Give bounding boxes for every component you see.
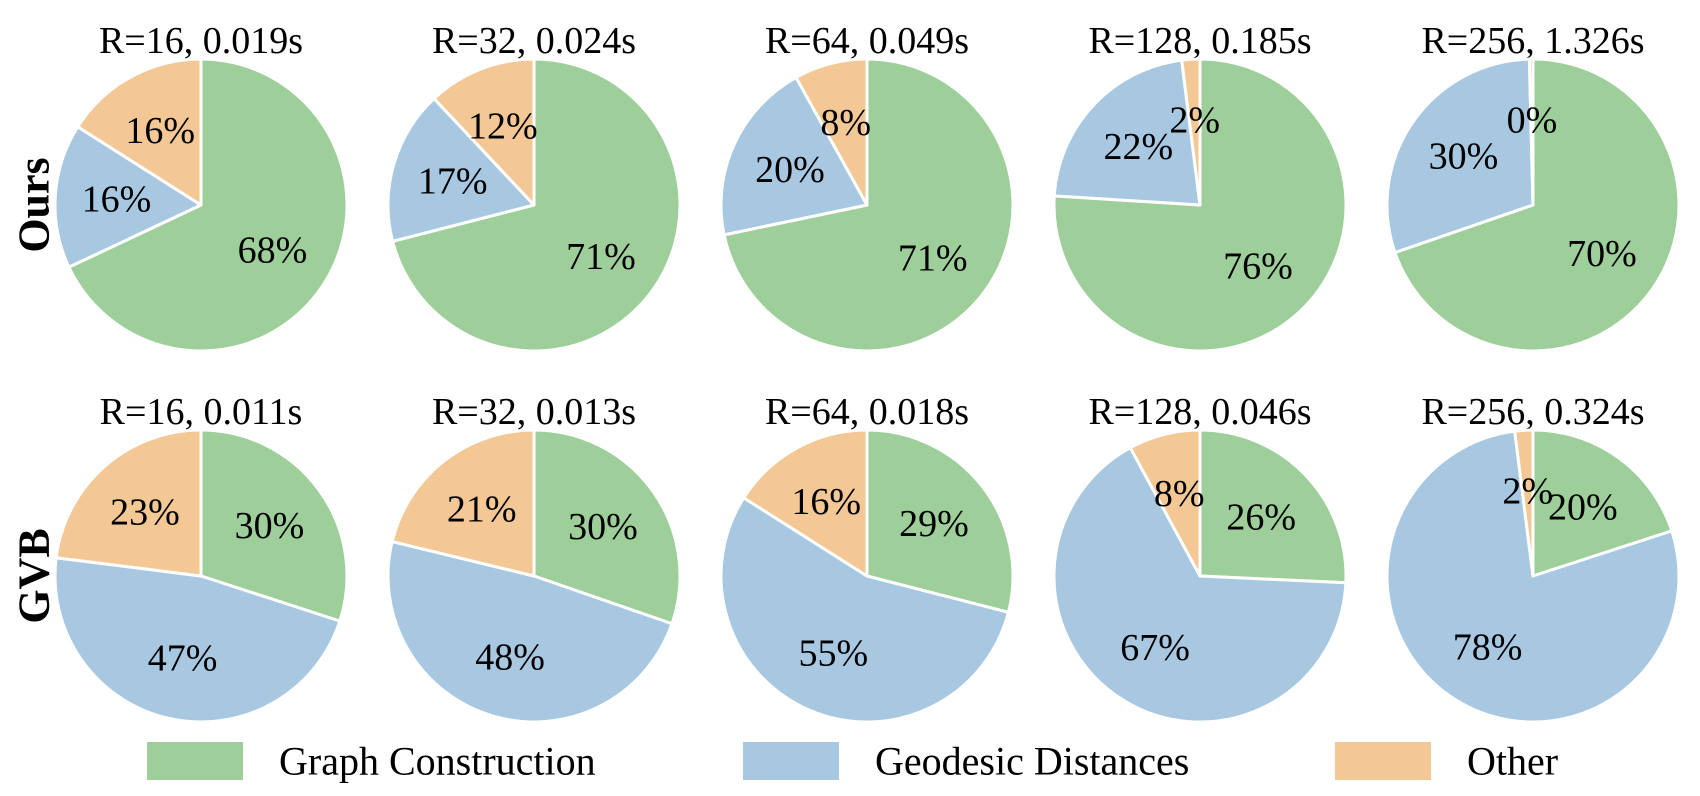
pie-gvb-2: R=32, 0.013s 30% 48% 21% (386, 391, 682, 724)
slice-label-other: 2% (1502, 470, 1553, 512)
slice-label-other: 16% (125, 110, 195, 152)
slice-label-other: 16% (791, 481, 861, 523)
pie-ours-3: R=64, 0.049s 71% 20% 8% (719, 20, 1015, 353)
slice-graph-construction (199, 428, 349, 623)
slice-label-other: 2% (1169, 99, 1220, 141)
slice-graph-construction (391, 57, 682, 353)
slice-other (1527, 57, 1535, 207)
slice-graph-construction (1198, 428, 1348, 585)
slice-label-graph-construction: 29% (899, 503, 969, 545)
slice-label-graph-construction: 71% (898, 237, 968, 279)
pie-gvb-1: R=16, 0.011s 30% 47% 23% (53, 391, 349, 724)
slice-graph-construction (532, 428, 682, 626)
slice-label-graph-construction: 76% (1223, 246, 1293, 288)
legend-label-graph-construction: Graph Construction (279, 739, 596, 784)
slice-label-other: 12% (468, 105, 538, 147)
pie-gvb-3: R=64, 0.018s 29% 55% 16% (719, 391, 1015, 724)
pie-ours-4: R=128, 0.185s 76% 22%2% (1052, 20, 1348, 353)
slice-label-other: 0% (1507, 99, 1558, 141)
legend-swatch-graph-construction (147, 742, 243, 780)
slice-label-geodesic-distances: 16% (82, 179, 152, 221)
slice-label-graph-construction: 30% (568, 506, 638, 548)
slice-graph-construction (865, 428, 1015, 614)
slice-geodesic-distances (719, 75, 869, 237)
slice-geodesic-distances (386, 97, 536, 243)
slice-geodesic-distances (1052, 58, 1202, 207)
legend-label-geodesic-distances: Geodesic Distances (875, 739, 1189, 784)
pie-title: R=128, 0.185s (1088, 20, 1311, 62)
slice-label-other: 8% (820, 102, 871, 144)
row-label-gvb: GVB (10, 528, 59, 623)
slice-label-geodesic-distances: 30% (1429, 136, 1499, 178)
slice-label-geodesic-distances: 67% (1120, 627, 1190, 669)
slice-label-geodesic-distances: 78% (1453, 627, 1523, 669)
legend-swatch-geodesic-distances (743, 742, 839, 780)
pie-title: R=128, 0.046s (1088, 391, 1311, 433)
slice-geodesic-distances (53, 556, 342, 724)
slice-graph-construction (67, 57, 349, 353)
pie-title: R=64, 0.049s (765, 20, 969, 62)
pie-gvb-5: R=256, 0.324s 20% 78% 2% (1385, 391, 1681, 724)
legend: Graph Construction Geodesic Distances Othe… (147, 739, 1558, 784)
legend-label-other: Other (1467, 739, 1558, 784)
slice-label-other: 21% (447, 488, 517, 530)
slice-label-geodesic-distances: 20% (755, 149, 825, 191)
legend-swatch-other (1335, 742, 1431, 780)
pie-title: R=256, 0.324s (1421, 391, 1644, 433)
slice-other (742, 428, 869, 578)
pie-ours-2: R=32, 0.024s 71% 17% 12% (386, 20, 682, 353)
slice-geodesic-distances (53, 125, 203, 269)
pie-title: R=256, 1.326s (1421, 20, 1644, 62)
slice-label-graph-construction: 20% (1548, 486, 1618, 528)
slice-other (432, 57, 536, 207)
slice-other (1180, 57, 1202, 207)
slice-label-graph-construction: 71% (566, 236, 636, 278)
pie-title: R=32, 0.024s (432, 20, 636, 62)
slice-geodesic-distances (1052, 446, 1348, 724)
slice-graph-construction (1393, 57, 1681, 353)
slice-other (1513, 428, 1535, 578)
slice-label-geodesic-distances: 22% (1103, 126, 1173, 168)
slice-other (1128, 428, 1202, 578)
slice-other (390, 428, 536, 578)
slice-other (794, 57, 869, 207)
pie-title: R=32, 0.013s (432, 391, 636, 433)
slice-label-geodesic-distances: 17% (418, 160, 488, 202)
slice-label-geodesic-distances: 55% (799, 633, 869, 675)
pie-gvb-4: R=128, 0.046s 26% 67% 8% (1052, 391, 1348, 724)
pie-ours-1: R=16, 0.019s 68% 16% 16% (53, 20, 349, 353)
slice-label-other: 23% (110, 491, 180, 533)
slice-label-graph-construction: 70% (1567, 233, 1637, 275)
pie-title: R=16, 0.019s (99, 20, 303, 62)
row-label-ours: Ours (10, 157, 59, 252)
slice-graph-construction (1531, 428, 1674, 578)
slice-label-geodesic-distances: 47% (148, 638, 218, 680)
slice-label-geodesic-distances: 48% (475, 636, 545, 678)
slice-label-graph-construction: 26% (1226, 497, 1296, 539)
slice-label-graph-construction: 68% (238, 229, 308, 271)
slice-geodesic-distances (719, 496, 1010, 724)
pie-title: R=16, 0.011s (100, 391, 303, 433)
pie-ours-5: R=256, 1.326s 70% 30%0% (1385, 20, 1681, 353)
slice-geodesic-distances (386, 540, 674, 724)
slice-label-other: 8% (1154, 473, 1205, 515)
slice-geodesic-distances (1385, 57, 1535, 255)
slice-other (54, 428, 203, 578)
slice-graph-construction (722, 57, 1015, 353)
pie-title: R=64, 0.018s (765, 391, 969, 433)
slice-other (76, 57, 203, 207)
slice-label-graph-construction: 30% (235, 505, 305, 547)
